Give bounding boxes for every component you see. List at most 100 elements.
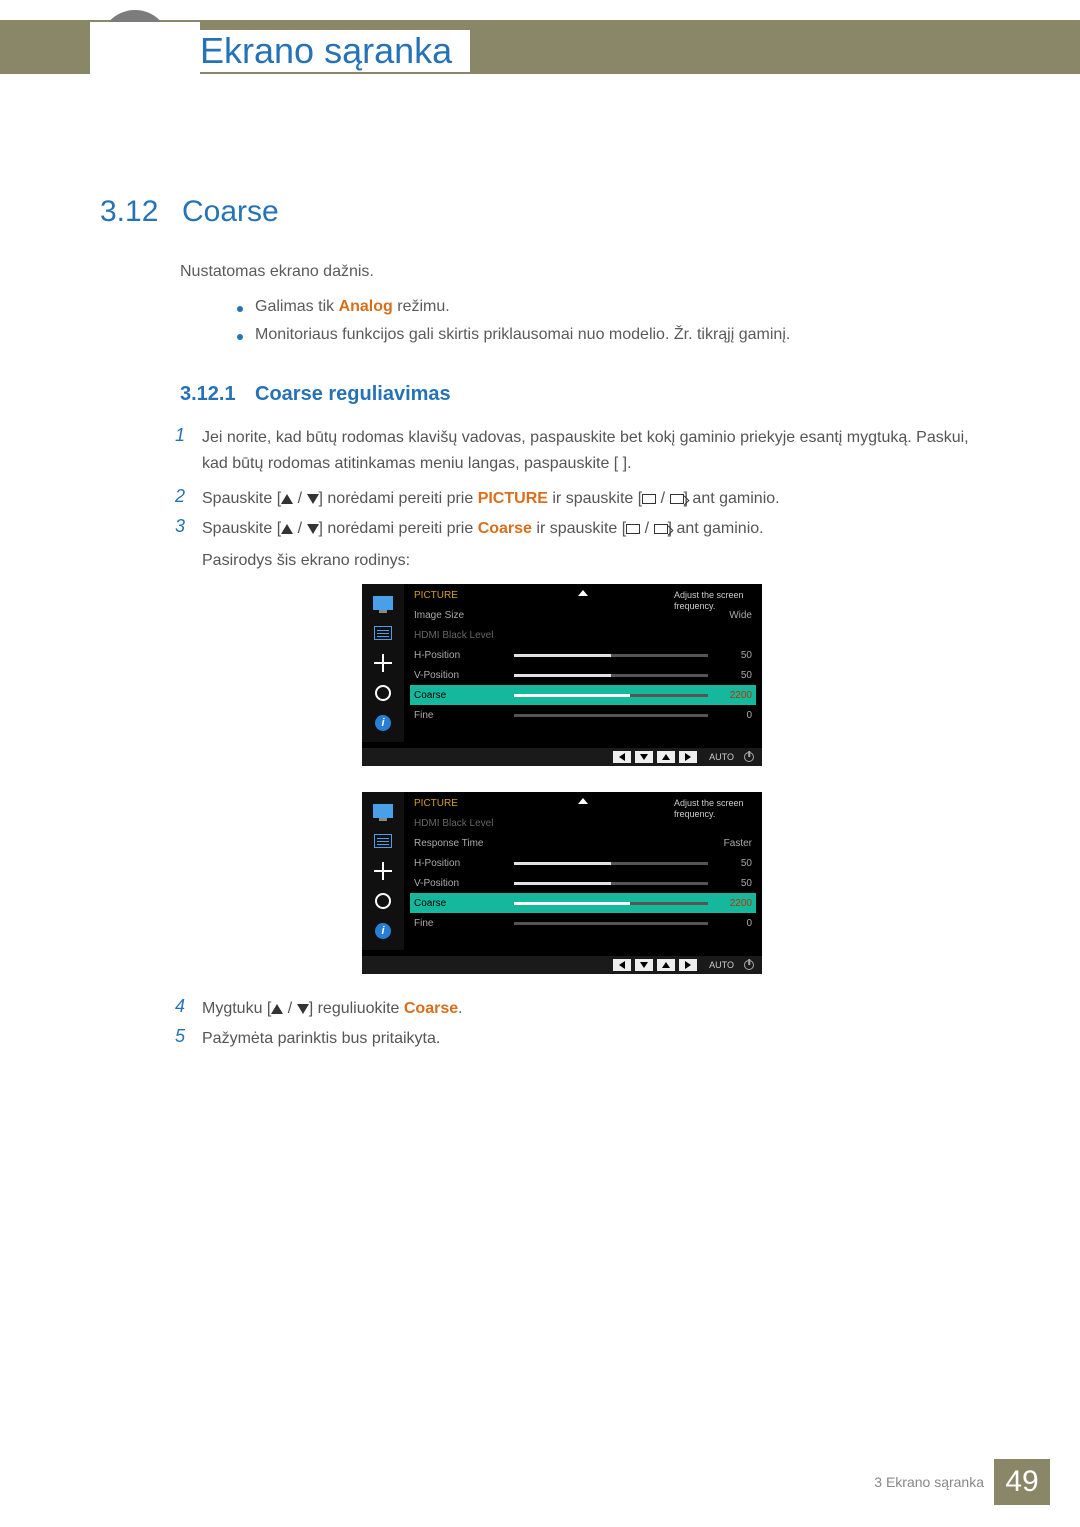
step-text: Spauskite [ / ] norėdami pereiti prie PI… [202,486,985,512]
osd-row-label: H-Position [414,858,514,869]
scroll-up-icon [578,798,588,804]
osd-row: V-Position 50 [414,665,752,685]
note-text: režimu. [393,298,450,315]
osd-slider [514,902,708,905]
nav-up-icon [657,959,675,971]
step-number: 3 [175,516,185,537]
osd-slider [514,694,708,697]
position-icon [370,652,396,674]
osd-row: Fine 0 [414,705,752,725]
scroll-up-icon [578,590,588,596]
osd-row-value: 2200 [716,690,752,701]
osd-row-label: Coarse [414,690,514,701]
osd-row: H-Position 50 [414,645,752,665]
page-footer: 3 Ekrano sąranka 49 [874,1459,1050,1505]
triangle-down-icon [297,1004,309,1014]
triangle-up-icon [281,524,293,534]
gear-icon [370,890,396,912]
osd-row-value: 0 [716,918,752,929]
button-glyph-icon [654,524,668,534]
triangle-down-icon [307,524,319,534]
list-icon [370,830,396,852]
osd-row: V-Position 50 [414,873,752,893]
osd-row-label: HDMI Black Level [414,630,514,641]
osd-row-value: 50 [716,858,752,869]
nav-left-icon [613,751,631,763]
note-item: Monitoriaus funkcijos gali skirtis prikl… [255,326,790,344]
osd-main: PICTURE Adjust the screen frequency. HDM… [404,792,762,950]
osd-row-value: 50 [716,878,752,889]
list-icon [370,622,396,644]
triangle-up-icon [281,494,293,504]
footer-text: 3 Ekrano sąranka [874,1474,984,1490]
osd-row: Fine 0 [414,913,752,933]
osd-row: HDMI Black Level [414,625,752,645]
osd-row-value: 2200 [716,898,752,909]
chapter-chip-mask [90,22,200,84]
osd-row-value: 0 [716,710,752,721]
highlight: PICTURE [478,490,548,507]
osd-row-label: Fine [414,918,514,929]
osd-slider [514,714,708,717]
button-glyph-icon [642,494,656,504]
note-highlight: Analog [339,298,393,315]
osd-row: H-Position 50 [414,853,752,873]
osd-row: Coarse 2200 [410,893,756,913]
button-glyph-icon [670,494,684,504]
nav-right-icon [679,751,697,763]
osd-row-label: H-Position [414,650,514,661]
step-text: Pažymėta parinktis bus pritaikyta. [202,1026,985,1052]
nav-up-icon [657,751,675,763]
step-text: Spauskite [ / ] norėdami pereiti prie Co… [202,516,985,573]
osd-row: Response TimeFaster [414,833,752,853]
osd-screenshot: i PICTURE Adjust the screen frequency. I… [362,584,762,766]
section-title: Coarse [182,195,279,229]
osd-row-label: HDMI Black Level [414,818,514,829]
osd-slider [514,654,708,657]
step-text: Mygtuku [ / ] reguliuokite Coarse. [202,996,985,1022]
step-number: 2 [175,486,185,507]
info-icon: i [370,920,396,942]
nav-left-icon [613,959,631,971]
osd-footer: AUTO [362,748,762,766]
triangle-down-icon [307,494,319,504]
osd-row-label: V-Position [414,670,514,681]
osd-footer: AUTO [362,956,762,974]
subsection-title: Coarse reguliavimas [255,383,451,406]
osd-row-value: 50 [716,670,752,681]
osd-sidebar: i [362,584,404,742]
osd-row-label: Coarse [414,898,514,909]
step-text: Jei norite, kad būtų rodomas klavišų vad… [202,425,985,476]
auto-label: AUTO [709,752,734,762]
osd-slider [514,882,708,885]
osd-sidebar: i [362,792,404,950]
position-icon [370,860,396,882]
gear-icon [370,682,396,704]
highlight: Coarse [478,520,532,537]
button-glyph-icon [626,524,640,534]
nav-right-icon [679,959,697,971]
nav-down-icon [635,959,653,971]
intro-text: Nustatomas ekrano dažnis. [180,263,374,281]
osd-slider [514,862,708,865]
osd-row-label: Fine [414,710,514,721]
osd-row-value: 50 [716,650,752,661]
osd-row-label: V-Position [414,878,514,889]
power-icon [744,960,754,970]
info-icon: i [370,712,396,734]
chapter-title: Ekrano sąranka [200,30,470,72]
note-item: Galimas tik Analog režimu. [255,298,790,316]
osd-row-label: Response Time [414,838,514,849]
osd-row: Coarse 2200 [410,685,756,705]
osd-slider [514,922,708,925]
page-number: 49 [994,1459,1050,1505]
step-number: 4 [175,996,185,1017]
osd-slider [514,674,708,677]
nav-down-icon [635,751,653,763]
note-text: Galimas tik [255,298,339,315]
power-icon [744,752,754,762]
osd-row-label: Image Size [414,610,514,621]
subsection-number: 3.12.1 [180,383,236,406]
osd-screenshot: i PICTURE Adjust the screen frequency. H… [362,792,762,974]
note-list: Galimas tik Analog režimu. Monitoriaus f… [255,298,790,354]
